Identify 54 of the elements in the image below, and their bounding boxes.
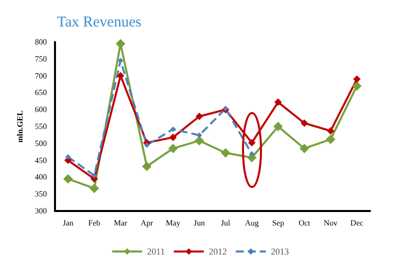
y-axis-title: mln.GEL xyxy=(16,110,24,143)
y-tick-label: 350 xyxy=(34,190,47,199)
point xyxy=(90,184,100,194)
x-tick-label: Dec xyxy=(350,218,364,228)
legend-label: 2013 xyxy=(270,246,290,256)
point xyxy=(326,127,334,135)
y-tick-label: 650 xyxy=(34,88,47,98)
x-tick-label: Nov xyxy=(324,218,338,228)
point xyxy=(326,134,336,144)
point xyxy=(144,142,150,148)
point xyxy=(352,81,362,91)
legend-label: 2011 xyxy=(147,246,165,256)
y-tick-label: 550 xyxy=(34,122,47,131)
point xyxy=(169,134,177,142)
point xyxy=(196,132,202,138)
y-tick-label: 500 xyxy=(34,138,47,148)
x-tick-label: Mar xyxy=(114,218,128,228)
point xyxy=(300,144,310,154)
chart-title: Tax Revenues xyxy=(57,14,142,30)
point xyxy=(116,72,124,80)
y-tick-label: 750 xyxy=(34,54,47,64)
point xyxy=(65,154,71,160)
x-tick-label: Apr xyxy=(140,218,154,228)
y-tick-label: 300 xyxy=(34,206,47,216)
x-tick-label: Aug xyxy=(244,218,259,228)
point xyxy=(220,148,230,158)
point xyxy=(63,174,73,184)
x-tick-label: Jan xyxy=(62,218,74,228)
point xyxy=(170,126,176,132)
x-tick-label: Sep xyxy=(272,218,284,228)
x-tick-label: May xyxy=(166,218,180,228)
point xyxy=(168,144,178,154)
point xyxy=(274,98,282,106)
y-tick-label: 400 xyxy=(34,172,47,182)
y-tick-label: 800 xyxy=(34,38,47,46)
point xyxy=(118,58,124,64)
x-tick-label: Jun xyxy=(194,218,205,228)
x-tick-label: Jul xyxy=(220,218,232,228)
point xyxy=(273,122,283,132)
point xyxy=(142,162,152,172)
y-tick-label: 600 xyxy=(34,105,47,114)
legend-label: 2012 xyxy=(208,246,227,256)
y-tick-label: 700 xyxy=(34,71,47,80)
point xyxy=(194,136,204,146)
point xyxy=(300,119,308,127)
point xyxy=(116,38,126,48)
x-tick-label: Oct xyxy=(298,218,311,228)
point xyxy=(248,138,256,146)
point xyxy=(92,172,98,178)
point xyxy=(196,112,204,120)
point xyxy=(249,151,255,157)
y-tick-label: 450 xyxy=(34,156,47,165)
x-tick-label: Feb xyxy=(88,218,100,228)
point xyxy=(353,75,361,83)
